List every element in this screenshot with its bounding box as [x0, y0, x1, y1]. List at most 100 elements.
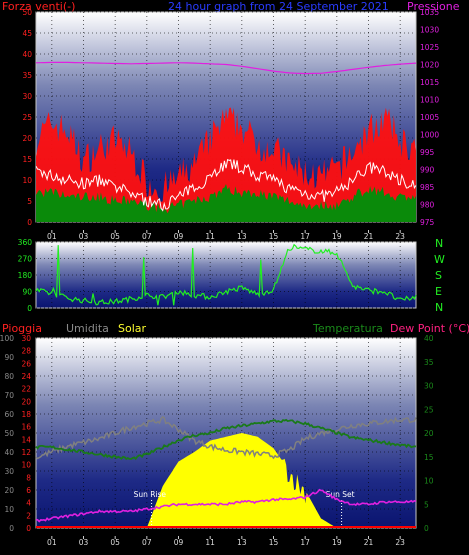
- wind-panel-xtick-label: 03: [79, 232, 89, 241]
- pressure-ytick-label: 1000: [420, 131, 439, 140]
- temperature-ytick-label: 20: [424, 429, 434, 438]
- rain-ytick-label: 28: [21, 347, 31, 356]
- wind-panel-xtick-label: 23: [395, 232, 405, 241]
- pressure-axis-title: Pressione: [407, 0, 460, 13]
- temperature-ytick-label: 35: [424, 358, 434, 367]
- temperature-ytick-label: 25: [424, 405, 434, 414]
- wind-panel-xtick-label: 09: [174, 232, 184, 241]
- rain-ytick-label: 26: [21, 359, 31, 368]
- rain-ytick-label: 10: [21, 461, 31, 470]
- climate-panel-xtick-label: 13: [237, 538, 247, 547]
- wind-panel-xtick-label: 13: [237, 232, 247, 241]
- humidity-ytick-label: 60: [4, 410, 14, 419]
- climate-panel-xtick-label: 05: [110, 538, 120, 547]
- direction-letter-s: S: [435, 269, 442, 282]
- climate-panel-xtick-label: 23: [395, 538, 405, 547]
- humidity-ytick-label: 70: [4, 391, 14, 400]
- wind-ytick-label: 15: [22, 155, 32, 164]
- direction-ytick-label: 180: [18, 271, 33, 280]
- direction-ytick-label: 360: [18, 238, 33, 247]
- rain-ytick-label: 24: [21, 372, 31, 381]
- pressure-line: [35, 61, 417, 75]
- wind-ytick-label: 40: [22, 50, 32, 59]
- temperature-ytick-label: 30: [424, 382, 434, 391]
- humidity-ytick-label: 20: [4, 486, 14, 495]
- pressure-ytick-label: 995: [420, 148, 435, 157]
- wind-panel-xtick-label: 17: [300, 232, 310, 241]
- pressure-ytick-label: 1020: [420, 61, 439, 70]
- wind-panel-xtick-label: 21: [364, 232, 374, 241]
- pressure-ytick-label: 1005: [420, 113, 439, 122]
- rain-ytick-label: 18: [21, 410, 31, 419]
- wind-ytick-label: 5: [27, 197, 32, 206]
- temperature-ytick-label: 40: [424, 334, 434, 343]
- direction-ytick-label: 0: [27, 304, 32, 313]
- wind-ytick-label: 30: [22, 92, 32, 101]
- wind-ytick-label: 45: [22, 29, 32, 38]
- climate-panel-xtick-label: 07: [142, 538, 152, 547]
- wind-low-area: [36, 184, 416, 222]
- dewpoint-axis-title: Dew Point (°C): [390, 322, 469, 335]
- dewpoint-line: [35, 488, 417, 523]
- pressure-ytick-label: 1025: [420, 43, 439, 52]
- pressure-ytick-label: 990: [420, 166, 435, 175]
- humidity-ytick-label: 50: [4, 429, 14, 438]
- rain-ytick-label: 0: [26, 524, 31, 533]
- wind-average-line: [35, 158, 417, 212]
- wind-ytick-label: 25: [22, 113, 32, 122]
- direction-letter-w: W: [434, 253, 445, 266]
- pressure-ytick-label: 1030: [420, 26, 439, 35]
- direction-letter-e: E: [435, 285, 442, 298]
- wind-ytick-label: 35: [22, 71, 32, 80]
- climate-panel-xtick-label: 21: [364, 538, 374, 547]
- humidity-ytick-label: 10: [4, 505, 14, 514]
- wind-panel-xtick-label: 01: [47, 232, 57, 241]
- climate-panel-xtick-label: 09: [174, 538, 184, 547]
- pressure-ytick-label: 980: [420, 201, 435, 210]
- wind-panel-xtick-label: 11: [205, 232, 215, 241]
- climate-panel-xtick-label: 19: [332, 538, 342, 547]
- wind-panel-xtick-label: 05: [110, 232, 120, 241]
- temperature-ytick-label: 15: [424, 453, 434, 462]
- wind-ytick-label: 50: [22, 8, 32, 17]
- wind-panel-xtick-label: 19: [332, 232, 342, 241]
- climate-panel-xtick-label: 15: [269, 538, 279, 547]
- sunrise-label: Sun Rise: [134, 490, 167, 499]
- climate-panel-xtick-label: 01: [47, 538, 57, 547]
- humidity-ytick-label: 90: [4, 353, 14, 362]
- temperature-axis-title: Temperatura: [313, 322, 383, 335]
- direction-letter-n-bottom: N: [435, 301, 444, 314]
- rain-ytick-label: 30: [21, 334, 31, 343]
- humidity-line: [35, 415, 417, 460]
- rain-ytick-label: 22: [21, 385, 31, 394]
- humidity-ytick-label: 30: [4, 467, 14, 476]
- rain-ytick-label: 14: [21, 435, 31, 444]
- humidity-ytick-label: 100: [0, 334, 14, 343]
- climate-panel-xtick-label: 11: [205, 538, 215, 547]
- solar-axis-title: Solar: [118, 322, 147, 335]
- graph-title: 24 hour graph from 24 September 2021: [168, 0, 389, 13]
- wind-panel-xtick-label: 07: [142, 232, 152, 241]
- rain-ytick-label: 20: [21, 397, 31, 406]
- rain-ytick-label: 12: [21, 448, 31, 457]
- direction-letter-n-top: N: [435, 237, 444, 250]
- rain-ytick-label: 2: [26, 511, 31, 520]
- rain-ytick-label: 4: [26, 499, 31, 508]
- direction-ytick-label: 270: [18, 255, 33, 264]
- direction-ytick-label: 90: [22, 288, 32, 297]
- pressure-ytick-label: 1015: [420, 78, 439, 87]
- temperature-ytick-label: 5: [424, 500, 429, 509]
- solar-area: [36, 433, 416, 528]
- pressure-ytick-label: 1010: [420, 96, 439, 105]
- climate-panel-xtick-label: 17: [300, 538, 310, 547]
- rain-axis-title: Pioggia: [2, 322, 42, 335]
- wind-ytick-label: 10: [22, 176, 32, 185]
- temperature-line: [35, 418, 417, 461]
- wind-ytick-label: 20: [22, 134, 32, 143]
- pressure-ytick-label: 985: [420, 183, 435, 192]
- rain-ytick-label: 8: [26, 473, 31, 482]
- wind-ytick-label: 0: [27, 218, 32, 227]
- humidity-ytick-label: 40: [4, 448, 14, 457]
